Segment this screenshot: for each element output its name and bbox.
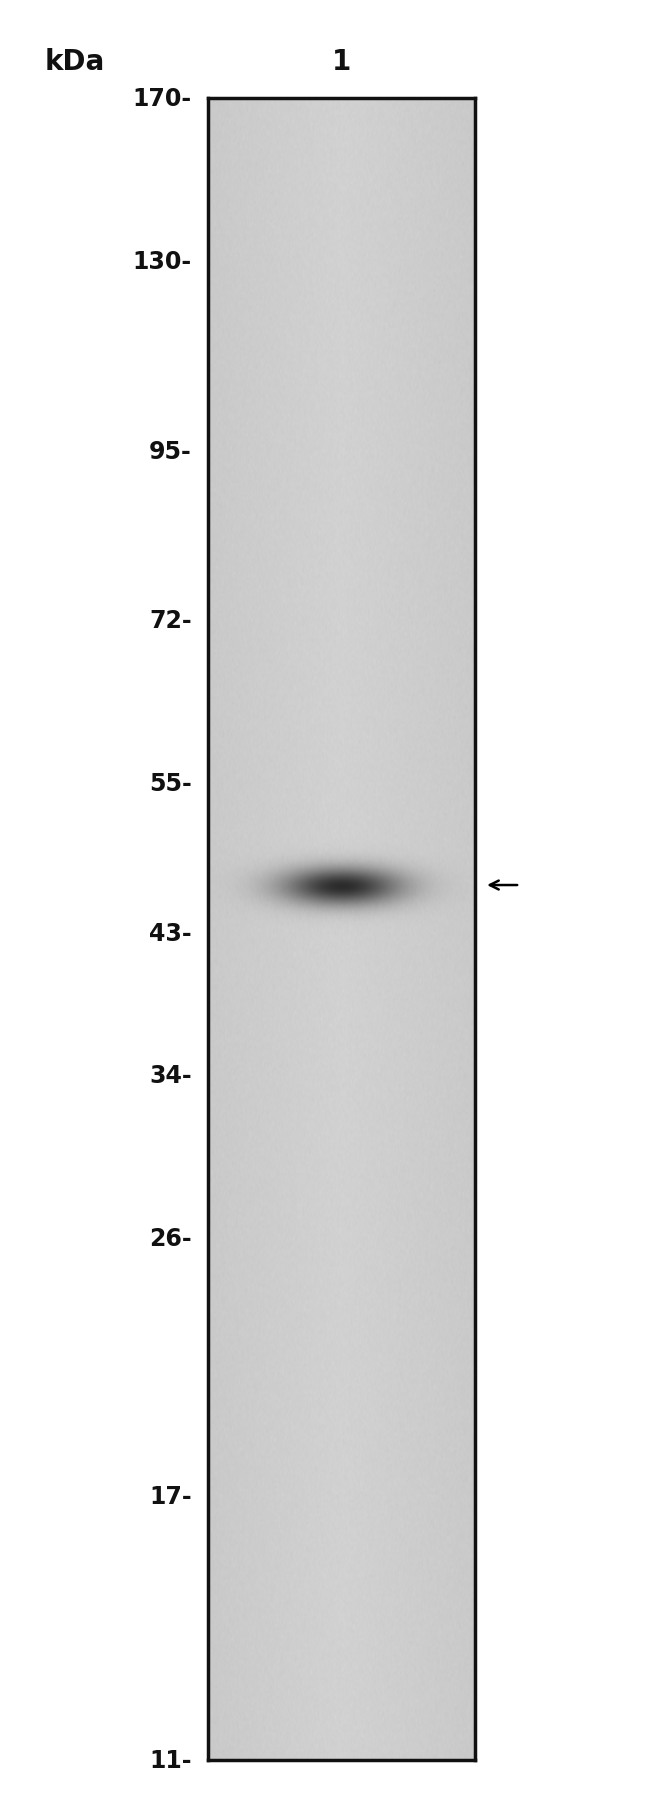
Text: 26-: 26- [149, 1226, 192, 1251]
Text: 130-: 130- [133, 249, 192, 274]
Text: 95-: 95- [149, 440, 192, 464]
Text: 43-: 43- [149, 921, 192, 946]
Text: 17-: 17- [149, 1484, 192, 1507]
Text: 170-: 170- [133, 87, 192, 112]
Text: 34-: 34- [149, 1063, 192, 1087]
Text: 1: 1 [332, 47, 351, 76]
Text: 72-: 72- [149, 608, 192, 632]
Text: 55-: 55- [149, 773, 192, 796]
Text: 11-: 11- [150, 1747, 192, 1773]
Text: kDa: kDa [45, 47, 105, 76]
